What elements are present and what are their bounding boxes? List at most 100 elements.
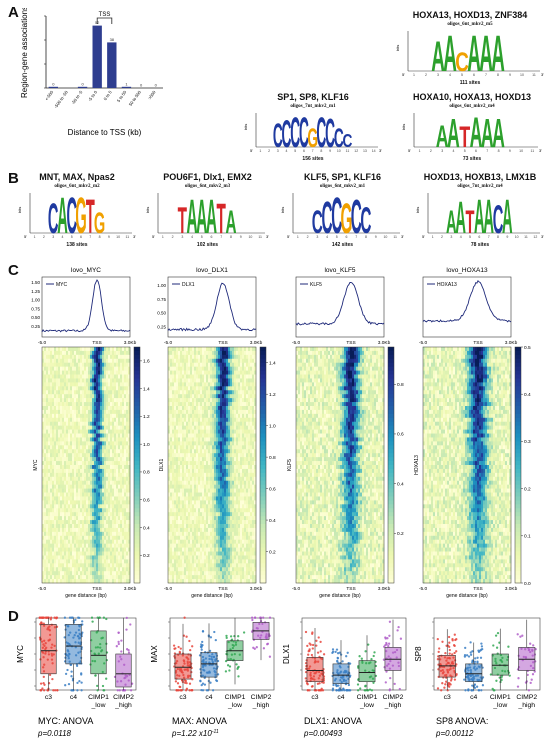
logo-3prime: 3' bbox=[541, 234, 544, 239]
heatmap-cell bbox=[116, 532, 118, 536]
heatmap-cell bbox=[182, 485, 184, 489]
heatmap-cell bbox=[194, 453, 196, 457]
heatmap-cell bbox=[116, 359, 118, 363]
heatmap-cell bbox=[242, 422, 244, 426]
heatmap-cell bbox=[54, 579, 56, 583]
heatmap-cell bbox=[252, 520, 254, 524]
heatmap-cell bbox=[80, 422, 82, 426]
heatmap-cell bbox=[226, 465, 228, 469]
heatmap-cell bbox=[50, 434, 52, 438]
heatmap-cell bbox=[46, 398, 48, 402]
heatmap-cell bbox=[100, 441, 102, 445]
heatmap-cell bbox=[76, 536, 78, 540]
heatmap-cell bbox=[194, 437, 196, 441]
heatmap-cell bbox=[246, 394, 248, 398]
heatmap-cell bbox=[82, 516, 84, 520]
heatmap-cell bbox=[52, 418, 54, 422]
heatmap-cell bbox=[218, 434, 220, 438]
heatmap-cell bbox=[186, 469, 188, 473]
heatmap-cell bbox=[84, 367, 86, 371]
heatmap-cell bbox=[62, 563, 64, 567]
heatmap-cell bbox=[46, 465, 48, 469]
heatmap-cell bbox=[100, 375, 102, 379]
heatmap-cell bbox=[58, 477, 60, 481]
heatmap-cell bbox=[70, 528, 72, 532]
heatmap-cell bbox=[80, 414, 82, 418]
heatmap-cell bbox=[54, 481, 56, 485]
heatmap-cell bbox=[74, 571, 76, 575]
colorbar-segment bbox=[134, 426, 140, 430]
heatmap-cell bbox=[102, 485, 104, 489]
heatmap-cell bbox=[176, 390, 178, 394]
heatmap-cell bbox=[50, 406, 52, 410]
heatmap-cell bbox=[78, 457, 80, 461]
heatmap-cell bbox=[74, 465, 76, 469]
heatmap-cell bbox=[176, 414, 178, 418]
heatmap-cell bbox=[74, 489, 76, 493]
heatmap-cell bbox=[180, 441, 182, 445]
heatmap-cell bbox=[114, 508, 116, 512]
heatmap-cell bbox=[60, 449, 62, 453]
heatmap-cell bbox=[106, 449, 108, 453]
heatmap-cell bbox=[88, 430, 90, 434]
heatmap-cell bbox=[46, 434, 48, 438]
heatmap-cell bbox=[118, 536, 120, 540]
heatmap-cell bbox=[184, 390, 186, 394]
heatmap-cell bbox=[60, 418, 62, 422]
logo-position-label: 9 bbox=[108, 235, 110, 239]
heatmap-cell bbox=[116, 548, 118, 552]
heatmap-cell bbox=[230, 500, 232, 504]
heatmap-cell bbox=[100, 434, 102, 438]
heatmap-cell bbox=[124, 355, 126, 359]
heatmap-cell bbox=[74, 390, 76, 394]
heatmap-cell bbox=[208, 469, 210, 473]
heatmap-cell bbox=[242, 378, 244, 382]
heatmap-cell bbox=[240, 375, 242, 379]
heatmap-cell bbox=[192, 477, 194, 481]
heatmap-cell bbox=[108, 493, 110, 497]
heatmap-cell bbox=[50, 445, 52, 449]
heatmap-cell bbox=[64, 575, 66, 579]
heatmap-cell bbox=[46, 410, 48, 414]
heatmap-cell bbox=[210, 386, 212, 390]
heatmap-cell bbox=[116, 457, 118, 461]
heatmap-cell bbox=[74, 453, 76, 457]
heatmap-cell bbox=[74, 500, 76, 504]
heatmap-cell bbox=[116, 375, 118, 379]
heatmap-cell bbox=[190, 489, 192, 493]
heatmap-cell bbox=[112, 579, 114, 583]
heatmap-cell bbox=[120, 552, 122, 556]
heatmap-cell bbox=[60, 563, 62, 567]
heatmap-cell bbox=[62, 555, 64, 559]
heatmap-cell bbox=[250, 355, 252, 359]
heatmap-cell bbox=[112, 524, 114, 528]
heatmap-cell bbox=[228, 512, 230, 516]
heatmap-cell bbox=[244, 489, 246, 493]
heatmap-cell bbox=[74, 437, 76, 441]
heatmap-cell bbox=[120, 418, 122, 422]
heatmap-cell bbox=[172, 453, 174, 457]
heatmap-cell bbox=[106, 516, 108, 520]
heatmap-cell bbox=[110, 489, 112, 493]
heatmap-cell bbox=[56, 496, 58, 500]
heatmap-cell bbox=[98, 544, 100, 548]
heatmap-cell bbox=[88, 540, 90, 544]
heatmap-cell bbox=[186, 426, 188, 430]
heatmap-cell bbox=[184, 375, 186, 379]
heatmap-cell bbox=[110, 457, 112, 461]
heatmap-cell bbox=[122, 453, 124, 457]
heatmap-cell bbox=[194, 382, 196, 386]
heatmap-cell bbox=[226, 441, 228, 445]
heatmap-cell bbox=[240, 449, 242, 453]
heatmap-cell bbox=[190, 457, 192, 461]
heatmap-cell bbox=[214, 375, 216, 379]
heatmap-cell bbox=[50, 382, 52, 386]
heatmap-cell bbox=[250, 465, 252, 469]
heatmap-cell bbox=[194, 512, 196, 516]
logo-letter: A bbox=[491, 29, 505, 83]
heatmap-cell bbox=[88, 571, 90, 575]
heatmap-cell bbox=[172, 422, 174, 426]
heatmap-cell bbox=[72, 477, 74, 481]
